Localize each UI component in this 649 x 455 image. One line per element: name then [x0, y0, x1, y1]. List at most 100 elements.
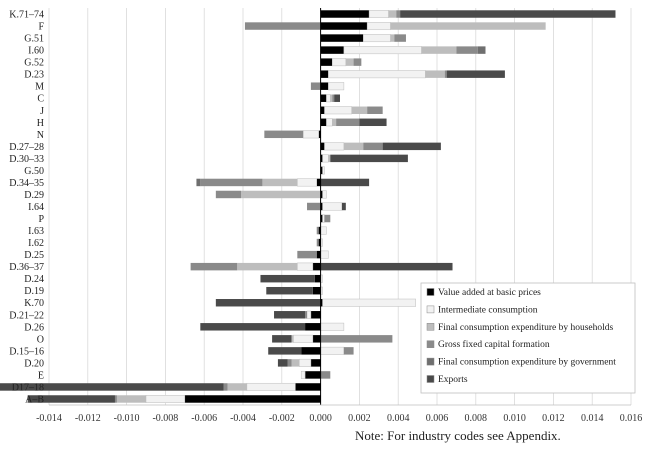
bar-segment [114, 395, 117, 403]
bar-segment [237, 262, 298, 271]
bar-segment [300, 370, 306, 379]
y-tick-label: G.50 [24, 166, 44, 177]
bar-segment [320, 214, 323, 223]
bar-segment [320, 22, 368, 30]
bar-segment [363, 142, 383, 151]
y-tick-label: G.51 [24, 34, 44, 45]
legend-label: Intermediate consumption [438, 305, 538, 315]
bar-segment [320, 118, 327, 127]
bar-segment [312, 262, 321, 271]
bar-segment [277, 359, 288, 367]
y-tick-label: D.20 [24, 358, 44, 369]
y-tick-label: I.60 [28, 46, 44, 57]
bar-segment [330, 154, 408, 163]
bar-segment [306, 310, 312, 319]
bar-segment [322, 190, 327, 199]
bar-segment [343, 46, 422, 55]
bar-segment [196, 178, 201, 187]
bar-segment [145, 395, 186, 403]
bar-segment [320, 371, 331, 379]
bar-segment [320, 106, 325, 114]
bar-segment [336, 118, 360, 127]
bar-segment [320, 226, 327, 235]
bar-segment [320, 202, 323, 211]
bar-segment [320, 178, 370, 187]
bar-segment [301, 347, 321, 355]
bar-segment [310, 311, 321, 319]
legend-label: Exports [438, 375, 468, 385]
bar-segment [320, 94, 327, 102]
bar-segment [320, 70, 329, 78]
bar-segment [297, 262, 314, 271]
bar-segment [320, 346, 345, 355]
bar-segment [223, 383, 228, 391]
legend-swatch [426, 288, 435, 296]
legend-label: Final consumption expenditure by governm… [438, 358, 616, 368]
bar-segment [320, 58, 333, 66]
bar-segment [363, 34, 391, 43]
bar-segment [241, 190, 321, 199]
bar-segment [345, 58, 354, 66]
bar-segment [299, 358, 312, 367]
bar-segment [291, 335, 294, 343]
bar-segment [318, 238, 321, 247]
bar-segment [297, 178, 317, 187]
bar-segment [320, 322, 345, 331]
y-tick-label: M [35, 82, 44, 93]
bar-segment [332, 118, 337, 127]
bar-segment [274, 311, 306, 319]
bar-segment [343, 142, 364, 151]
bar-segment [268, 347, 302, 355]
bar-segment [314, 274, 321, 283]
bar-segment [382, 142, 441, 151]
x-tick-label: -0.012 [75, 413, 101, 424]
legend-swatch [426, 375, 435, 383]
y-tick-label: D.19 [24, 286, 44, 297]
bar-segment [320, 10, 370, 18]
x-tick-label: 0.000 [309, 413, 332, 424]
bar-segment [421, 46, 457, 54]
bar-segment [320, 299, 323, 307]
bar-segment [116, 395, 146, 403]
bar-segment [293, 334, 314, 343]
bar-segment [244, 22, 321, 30]
y-tick-label: H [37, 118, 44, 129]
bar-segment [353, 58, 362, 66]
x-tick-label: 0.004 [387, 413, 410, 424]
x-tick-label: 0.010 [503, 413, 526, 424]
y-tick-label: J [40, 106, 44, 117]
y-tick-label: K.70 [24, 298, 44, 309]
bar-segment [324, 142, 345, 151]
legend-label: Gross fixed capital formation [438, 339, 550, 350]
y-tick-label: D.36–37 [9, 262, 44, 273]
bar-segment [322, 298, 416, 307]
y-tick-label: D.29 [24, 190, 44, 201]
legend-box [420, 282, 636, 394]
bar-segment [320, 46, 344, 54]
bar-segment [305, 311, 308, 319]
bar-segment [264, 130, 304, 139]
bar-segment [444, 70, 447, 78]
bar-segment [359, 118, 387, 127]
bar-segment [334, 94, 340, 102]
x-tick-label: -0.002 [269, 413, 295, 424]
x-tick-label: 0.006 [426, 413, 449, 424]
bar-segment [316, 226, 319, 235]
bar-segment [324, 214, 331, 223]
bar-segment [390, 34, 395, 42]
bar-segment [320, 34, 364, 42]
bar-segment [477, 46, 486, 54]
y-tick-label: A–B [25, 394, 44, 405]
bar-segment [272, 335, 292, 343]
x-tick-label: 0.008 [465, 413, 488, 424]
bar-segment [305, 323, 321, 331]
bar-segment [446, 70, 505, 78]
bar-segment [320, 335, 393, 343]
legend: Value added at basic prices Intermediate … [420, 282, 636, 394]
bar-segment [324, 106, 352, 115]
bar-segment [0, 383, 224, 391]
bar-segment [320, 82, 329, 90]
bar-segment [200, 178, 263, 187]
bar-segment [400, 10, 616, 18]
